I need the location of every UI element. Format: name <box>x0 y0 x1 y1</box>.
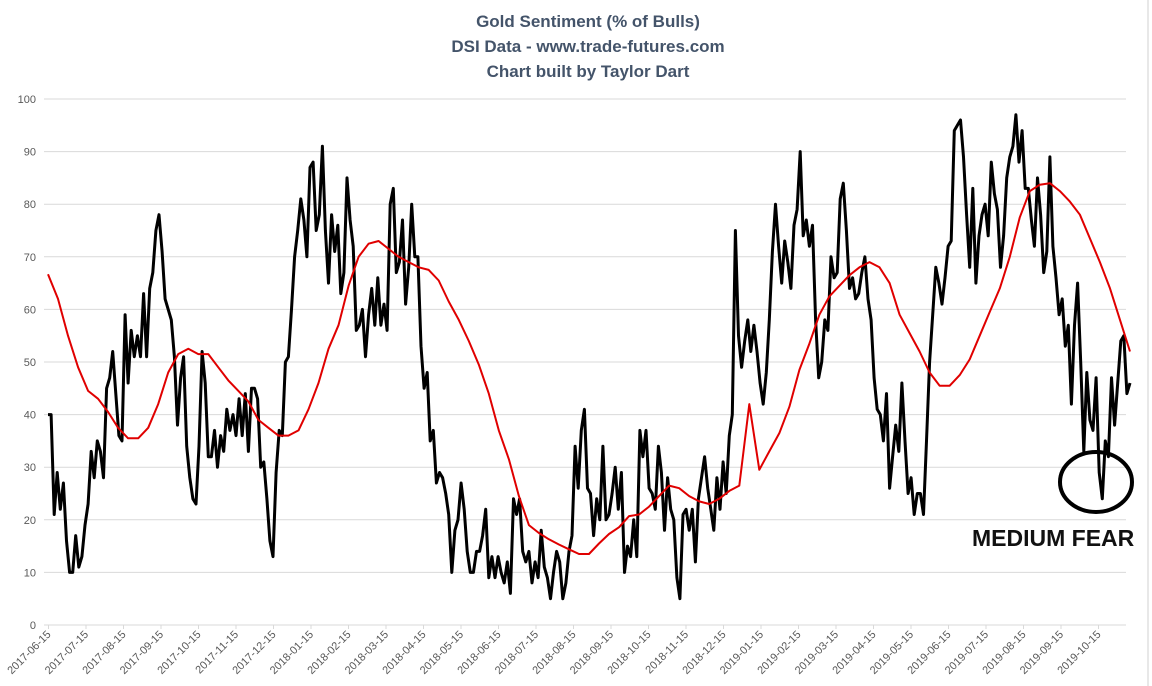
y-axis-tick-labels: 0 10 20 30 40 50 60 70 80 90 100 <box>18 94 36 632</box>
chart-title-line-2: DSI Data - www.trade-futures.com <box>451 37 724 56</box>
y-tick-label: 80 <box>24 199 36 211</box>
y-tick-label: 20 <box>24 515 36 527</box>
fear-circle-annotation <box>1058 450 1134 514</box>
y-tick-label: 10 <box>24 567 36 579</box>
x-axis-tick-labels: 2017-06-152017-07-152017-08-152017-09-15… <box>5 625 1104 677</box>
chart-title-line-1: Gold Sentiment (% of Bulls) <box>476 12 700 31</box>
y-tick-label: 50 <box>24 357 36 369</box>
y-tick-label: 100 <box>18 94 36 106</box>
series-line-dsi <box>48 113 1132 601</box>
y-tick-label: 40 <box>24 410 36 422</box>
chart-title-line-3: Chart built by Taylor Dart <box>487 62 690 81</box>
chart-title: Gold Sentiment (% of Bulls) DSI Data - w… <box>451 12 724 81</box>
series-lines <box>47 113 1132 601</box>
series-line-moving-average <box>47 182 1131 555</box>
y-tick-label: 30 <box>24 462 36 474</box>
y-tick-label: 60 <box>24 304 36 316</box>
y-tick-label: 90 <box>24 147 36 159</box>
y-tick-label: 0 <box>30 620 36 632</box>
y-tick-label: 70 <box>24 252 36 264</box>
medium-fear-label: MEDIUM FEAR <box>972 525 1135 551</box>
